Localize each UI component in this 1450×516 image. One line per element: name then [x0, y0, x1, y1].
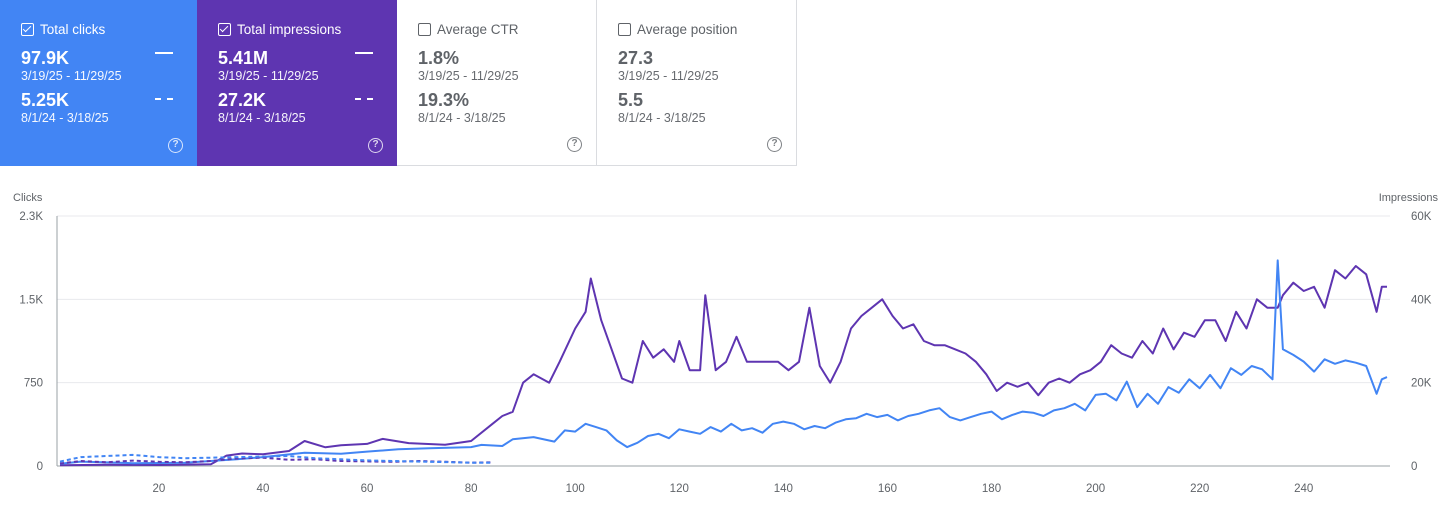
help-icon[interactable]: ?: [168, 138, 183, 153]
card-header: Total clicks: [21, 20, 197, 38]
metric-value: 27.2K: [218, 90, 267, 110]
x-tick-label: 60: [361, 483, 374, 495]
total-clicks-card[interactable]: Total clicks 97.9K 3/19/25 - 11/29/25 5.…: [0, 0, 197, 166]
x-tick-label: 20: [152, 483, 165, 495]
x-tick-label: 200: [1086, 483, 1105, 495]
series-line-total-impressions: [59, 265, 1387, 467]
checkbox-unchecked-icon[interactable]: [618, 22, 631, 36]
checkbox-checked-icon[interactable]: [218, 22, 231, 36]
dashed-line-legend-icon: [355, 98, 373, 100]
card-title: Average position: [637, 21, 738, 37]
x-tick-label: 100: [566, 483, 585, 495]
metric-value: 97.9K: [21, 48, 70, 68]
right-tick-label: 40K: [1411, 294, 1432, 306]
left-tick-label: 2.3K: [19, 211, 43, 223]
average-position-card[interactable]: Average position 27.3 3/19/25 - 11/29/25…: [597, 0, 797, 166]
help-icon[interactable]: ?: [567, 137, 582, 152]
left-axis-title: Clicks: [13, 192, 43, 204]
previous-metric: 19.3% 8/1/24 - 3/18/25: [418, 90, 596, 126]
date-range: 3/19/25 - 11/29/25: [418, 69, 519, 83]
x-tick-label: 80: [465, 483, 478, 495]
x-tick-label: 40: [257, 483, 270, 495]
card-header: Average position: [618, 20, 796, 38]
series-line-total-clicks: [59, 259, 1388, 465]
date-range: 8/1/24 - 3/18/25: [618, 111, 706, 125]
dashed-line-legend-icon: [155, 98, 173, 100]
date-range: 3/19/25 - 11/29/25: [618, 69, 719, 83]
date-range: 8/1/24 - 3/18/25: [418, 111, 506, 125]
x-tick-label: 180: [982, 483, 1001, 495]
right-tick-label: 60K: [1411, 211, 1432, 223]
solid-line-legend-icon: [155, 52, 173, 54]
date-range: 3/19/25 - 11/29/25: [21, 69, 122, 83]
previous-metric: 27.2K 8/1/24 - 3/18/25: [218, 90, 397, 126]
metric-value: 27.3: [618, 48, 654, 68]
date-range: 8/1/24 - 3/18/25: [21, 111, 109, 125]
help-icon[interactable]: ?: [368, 138, 383, 153]
right-axis-title: Impressions: [1378, 192, 1438, 204]
date-range: 8/1/24 - 3/18/25: [218, 111, 306, 125]
card-title: Average CTR: [437, 21, 519, 37]
right-tick-label: 0: [1411, 461, 1417, 473]
x-tick-label: 160: [878, 483, 897, 495]
previous-metric: 5.25K 8/1/24 - 3/18/25: [21, 90, 197, 126]
metric-value: 19.3%: [418, 90, 470, 110]
left-tick-label: 1.5K: [19, 294, 43, 306]
x-tick-label: 220: [1190, 483, 1209, 495]
series-line-total-clicks-previous: [59, 453, 492, 464]
metric-value: 1.8%: [418, 48, 460, 68]
card-header: Average CTR: [418, 20, 596, 38]
card-title: Total clicks: [40, 21, 106, 37]
card-title: Total impressions: [237, 21, 342, 37]
x-tick-label: 140: [774, 483, 793, 495]
metric-cards: Total clicks 97.9K 3/19/25 - 11/29/25 5.…: [0, 0, 797, 166]
checkbox-checked-icon[interactable]: [21, 22, 34, 36]
performance-chart: Clicks Impressions 0 750 1.5K 2.3K 0 20K 40K 60…: [0, 180, 1450, 516]
x-tick-label: 120: [670, 483, 689, 495]
x-tick-label: 240: [1294, 483, 1313, 495]
help-icon[interactable]: ?: [767, 137, 782, 152]
solid-line-legend-icon: [355, 52, 373, 54]
average-ctr-card[interactable]: Average CTR 1.8% 3/19/25 - 11/29/25 19.3…: [397, 0, 597, 166]
right-tick-label: 20K: [1411, 378, 1432, 390]
checkbox-unchecked-icon[interactable]: [418, 22, 431, 36]
current-metric: 5.41M 3/19/25 - 11/29/25: [218, 48, 397, 84]
metric-value: 5.41M: [218, 48, 269, 68]
left-tick-label: 0: [37, 461, 43, 473]
current-metric: 1.8% 3/19/25 - 11/29/25: [418, 48, 596, 84]
card-header: Total impressions: [218, 20, 397, 38]
metric-value: 5.5: [618, 90, 644, 110]
line-chart-svg[interactable]: 0 750 1.5K 2.3K 0 20K 40K 60K 20 40 60 80 100 120 140 1…: [0, 180, 1450, 516]
current-metric: 97.9K 3/19/25 - 11/29/25: [21, 48, 197, 84]
previous-metric: 5.5 8/1/24 - 3/18/25: [618, 90, 796, 126]
current-metric: 27.3 3/19/25 - 11/29/25: [618, 48, 796, 84]
left-tick-label: 750: [24, 378, 43, 390]
metric-value: 5.25K: [21, 90, 70, 110]
date-range: 3/19/25 - 11/29/25: [218, 69, 319, 83]
total-impressions-card[interactable]: Total impressions 5.41M 3/19/25 - 11/29/…: [197, 0, 397, 166]
